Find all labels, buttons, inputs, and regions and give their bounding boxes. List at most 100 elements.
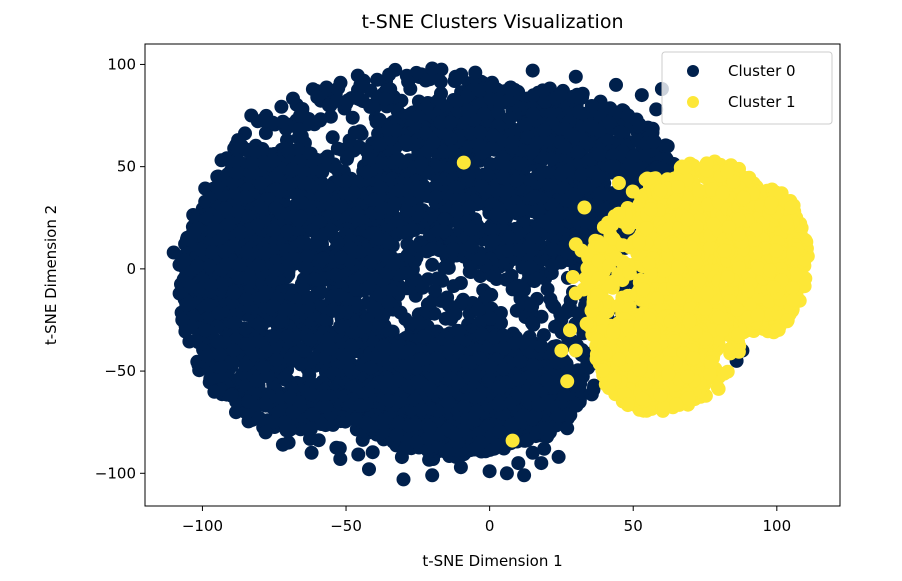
scatter-point-cluster-0 [528, 271, 543, 286]
scatter-point-cluster-0 [270, 262, 285, 277]
scatter-point-cluster-0 [574, 90, 589, 105]
scatter-point-cluster-0 [229, 405, 243, 420]
scatter-point-cluster-0 [345, 110, 360, 125]
scatter-point-cluster-0 [451, 71, 466, 86]
scatter-point-cluster-0 [314, 417, 329, 431]
scatter-point-cluster-0 [274, 99, 289, 114]
scatter-point-cluster-0 [238, 358, 253, 373]
scatter-point-cluster-0 [436, 144, 451, 159]
scatter-point-cluster-0 [545, 242, 560, 257]
scatter-point-cluster-0 [545, 258, 559, 273]
scatter-point-cluster-0 [381, 295, 396, 310]
scatter-point-cluster-0 [330, 235, 345, 250]
scatter-point-cluster-0 [273, 314, 288, 329]
scatter-point-cluster-0 [365, 445, 380, 460]
scatter-point-cluster-0 [265, 115, 280, 130]
scatter-point-cluster-0 [370, 72, 385, 87]
scatter-point-cluster-0 [425, 257, 440, 272]
scatter-point-cluster-0 [226, 285, 241, 300]
scatter-point-cluster-0 [470, 137, 485, 152]
scatter-point-cluster-0 [505, 135, 520, 150]
scatter-point-cluster-0 [389, 428, 404, 443]
scatter-point-cluster-0 [323, 109, 338, 124]
scatter-point-cluster-0 [347, 125, 362, 140]
scatter-point-cluster-0 [409, 65, 424, 80]
scatter-point-cluster-0 [525, 316, 539, 330]
scatter-point-cluster-0 [513, 202, 528, 217]
scatter-point-cluster-0 [245, 156, 260, 171]
scatter-point-cluster-0 [464, 222, 478, 237]
scatter-point-cluster-0 [324, 223, 339, 238]
scatter-point-cluster-0 [488, 207, 503, 222]
scatter-point-cluster-0 [428, 190, 443, 205]
scatter-point-cluster-0 [283, 177, 298, 192]
scatter-point-cluster-0 [404, 223, 419, 237]
scatter-point-cluster-0 [238, 189, 253, 204]
scatter-point-cluster-0 [202, 259, 217, 273]
scatter-point-cluster-0 [227, 237, 242, 252]
scatter-point-cluster-0 [350, 91, 365, 106]
scatter-point-cluster-0 [342, 362, 357, 377]
scatter-point-cluster-0 [613, 125, 628, 140]
scatter-point-cluster-0 [205, 245, 220, 260]
scatter-point-cluster-0 [381, 122, 396, 137]
scatter-point-cluster-0 [258, 396, 273, 411]
scatter-point-cluster-0 [537, 123, 552, 138]
scatter-point-cluster-0 [285, 405, 300, 420]
scatter-point-cluster-0 [414, 156, 429, 170]
scatter-point-cluster-0 [272, 184, 287, 199]
scatter-point-cluster-0 [316, 251, 331, 266]
scatter-point-cluster-0 [523, 260, 538, 274]
scatter-point-cluster-0 [315, 163, 329, 178]
scatter-point-cluster-0 [492, 94, 507, 109]
scatter-point-cluster-0 [558, 121, 573, 136]
scatter-point-cluster-0 [426, 135, 441, 150]
scatter-point-cluster-0 [334, 250, 349, 265]
scatter-point-cluster-0 [415, 280, 430, 295]
scatter-point-cluster-0 [430, 271, 445, 286]
scatter-point-cluster-0 [286, 91, 300, 106]
scatter-point-cluster-0 [464, 239, 479, 254]
scatter-point-cluster-0 [293, 209, 308, 224]
scatter-point-cluster-0 [331, 288, 346, 303]
scatter-point-cluster-0 [251, 317, 266, 331]
scatter-point-cluster-0 [194, 243, 209, 258]
scatter-point-cluster-0 [556, 181, 571, 196]
scatter-point-cluster-0 [347, 325, 361, 340]
scatter-point-cluster-0 [461, 169, 476, 184]
scatter-point-cluster-0 [502, 230, 517, 245]
scatter-point-cluster-0 [285, 162, 300, 177]
scatter-point-cluster-0 [645, 121, 660, 136]
scatter-point-cluster-0 [483, 311, 498, 326]
scatter-point-cluster-0 [333, 198, 348, 213]
scatter-point-cluster-0 [354, 268, 369, 283]
scatter-point-cluster-0 [486, 128, 500, 143]
scatter-point-cluster-0 [437, 260, 452, 275]
scatter-point-cluster-0 [574, 167, 589, 182]
scatter-point-cluster-0 [449, 180, 463, 195]
scatter-point-cluster-0 [509, 173, 523, 188]
scatter-point-cluster-0 [293, 357, 308, 372]
scatter-point-cluster-0 [306, 351, 321, 365]
scatter-point-cluster-0 [484, 287, 499, 302]
scatter-point-cluster-0 [207, 384, 222, 399]
scatter-point-cluster-0 [251, 257, 266, 272]
scatter-point-cluster-0 [543, 292, 558, 307]
scatter-point-cluster-0 [462, 200, 477, 215]
scatter-point-cluster-0 [323, 341, 338, 356]
scatter-point-cluster-0 [295, 195, 309, 210]
scatter-point-cluster-0 [303, 422, 318, 437]
scatter-point-cluster-0 [349, 206, 364, 221]
scatter-point-cluster-0 [299, 260, 314, 275]
scatter-point-cluster-0 [226, 343, 241, 358]
scatter-point-cluster-0 [280, 224, 295, 239]
scatter-point-cluster-0 [419, 100, 434, 115]
scatter-point-cluster-0 [443, 115, 458, 130]
scatter-point-cluster-0 [230, 204, 245, 219]
scatter-point-cluster-0 [315, 188, 330, 203]
scatter-point-cluster-0 [527, 189, 542, 204]
scatter-point-cluster-0 [265, 153, 280, 168]
scatter-point-cluster-0 [211, 306, 226, 321]
scatter-point-cluster-0 [446, 242, 460, 256]
scatter-point-cluster-0 [269, 353, 284, 367]
